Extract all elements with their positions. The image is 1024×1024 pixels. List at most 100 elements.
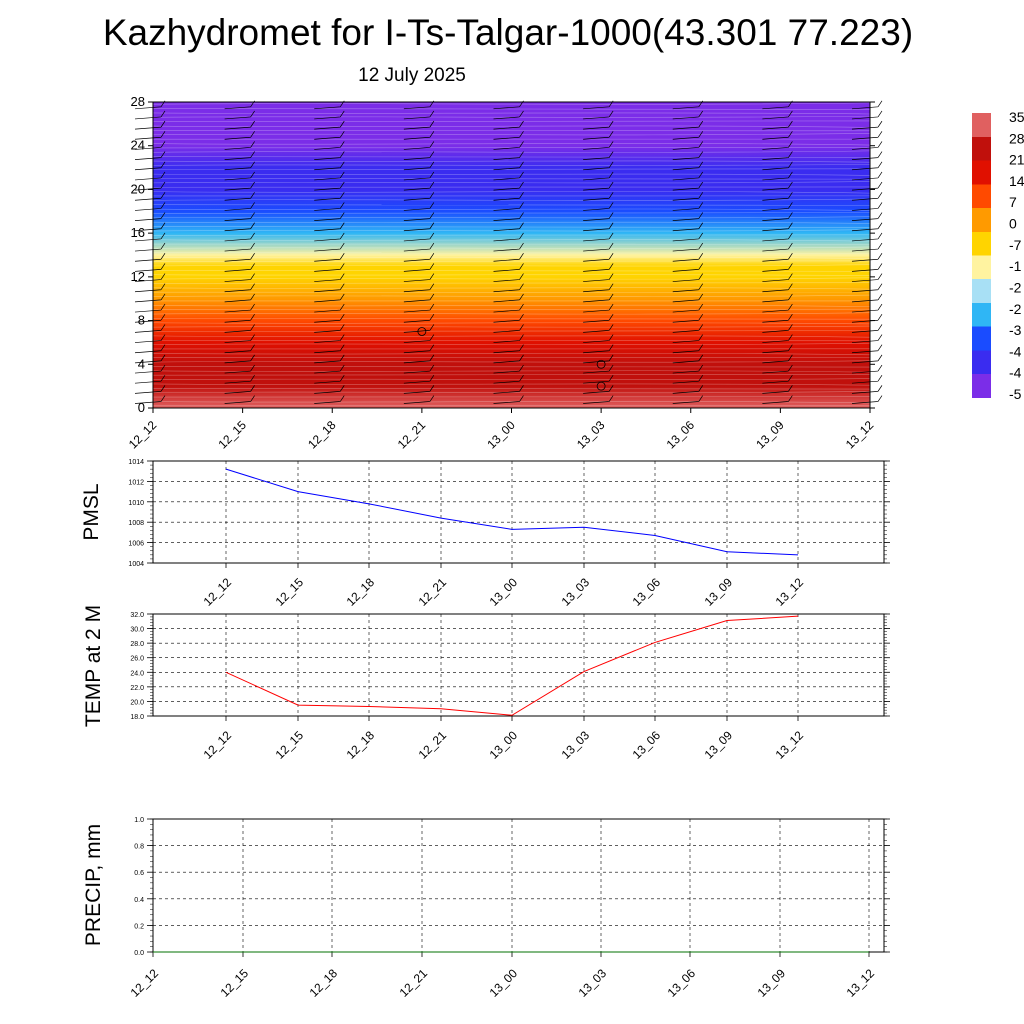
wind-barb: [583, 222, 614, 232]
y-tick-label: 28: [131, 94, 145, 109]
colorbar-label: -4: [1009, 343, 1022, 359]
heatmap-field: [153, 102, 870, 408]
wind-barb: [134, 192, 166, 201]
y-axis-label: TEMP at 2 M: [82, 605, 105, 727]
wind-barb: [851, 273, 883, 282]
wind-barb: [672, 202, 704, 211]
x-tick-label: 13_12: [773, 728, 807, 762]
contour-line: [152, 370, 871, 373]
wind-barb: [672, 303, 704, 313]
x-tick-label: 12_21: [416, 728, 450, 762]
colorbar-label: -4: [1009, 365, 1022, 381]
wind-barb: [403, 314, 435, 323]
x-tick-label: 12_12: [128, 966, 162, 1000]
wind-barb: [493, 192, 524, 201]
wind-barb: [314, 141, 345, 150]
contour-line: [152, 112, 871, 115]
x-tick-label: 13_06: [630, 728, 664, 762]
wind-barb: [134, 110, 166, 120]
wind-barb: [314, 303, 345, 313]
y-axis-label: PMSL: [80, 483, 103, 540]
y-tick-label: 1010: [128, 500, 144, 507]
wind-barb: [493, 171, 524, 181]
wind-barb: [493, 253, 524, 262]
wind-barb: [493, 314, 524, 323]
wind-barb: [134, 385, 166, 394]
y-tick-label: 26.0: [130, 656, 144, 663]
wind-barb: [583, 110, 614, 120]
wind-barb: [851, 293, 883, 303]
wind-barb: [493, 273, 524, 282]
wind-barb: [851, 395, 883, 404]
wind-barb: [314, 192, 345, 201]
wind-barb: [851, 131, 883, 140]
wind-barb: [851, 171, 883, 181]
wind-barb: [314, 334, 345, 343]
wind-barb: [134, 242, 166, 252]
wind-barb: [851, 324, 883, 333]
wind-barb: [672, 354, 704, 364]
wind-barb: [762, 192, 793, 201]
wind-barb: [672, 253, 704, 262]
wind-barb: [762, 151, 793, 160]
wind-barb: [583, 385, 614, 394]
wind-barb: [583, 171, 614, 181]
wind-barb: [224, 141, 255, 150]
wind-barb: [224, 151, 255, 160]
x-tick-label: 13_12: [844, 966, 878, 1000]
contour-line: [152, 277, 871, 280]
wind-barb: [851, 151, 883, 160]
pmsl-panel: 1004 1006 1008 1010 1012 1014 12_12 12_15 12_18 1…: [80, 459, 890, 609]
contour-line: [152, 312, 871, 315]
wind-barb: [134, 161, 166, 171]
wind-barb: [314, 171, 345, 181]
wind-barb: [493, 202, 524, 211]
wind-barb: [314, 161, 345, 171]
y-tick-label: 1008: [128, 520, 144, 527]
wind-barb: [493, 364, 524, 374]
wind-barb: [672, 181, 704, 191]
wind-barb: [851, 375, 883, 384]
wind-barb: [403, 273, 435, 282]
contour-line: [152, 133, 871, 136]
wind-barb: [314, 344, 345, 354]
wind-barb: [314, 283, 345, 293]
x-tick-label: 13_06: [630, 575, 664, 609]
wind-barb: [762, 344, 793, 354]
wind-barb: [224, 273, 255, 282]
wind-barb: [224, 131, 255, 140]
colorbar: 35 28 21 14 7 0 -7 -1 -2 -2 -3 -4 -4 -5: [972, 109, 1024, 402]
colorbar-label: -1: [1009, 258, 1022, 274]
contour-line: [152, 125, 871, 128]
wind-barb: [403, 120, 435, 130]
y-tick-label: 20: [131, 181, 145, 196]
contour-line: [152, 378, 871, 380]
wind-barb: [493, 303, 524, 313]
wind-barb: [134, 131, 166, 140]
wind-barb: [314, 202, 345, 211]
wind-barb: [134, 283, 166, 293]
wind-barb: [851, 100, 883, 110]
wind-barb: [851, 202, 883, 211]
wind-barb: [314, 263, 345, 272]
wind-barb: [314, 120, 345, 130]
wind-barb: [851, 303, 883, 313]
contour-line: [152, 246, 871, 249]
x-tick-label: 13_00: [487, 575, 521, 609]
y-tick-label: 8: [138, 313, 145, 328]
contour-line: [152, 256, 871, 259]
wind-barb: [851, 192, 883, 201]
wind-barb: [672, 324, 704, 333]
wind-barb: [493, 212, 524, 221]
wind-barb: [314, 364, 345, 374]
wind-barb: [762, 242, 793, 252]
plot-frame: [152, 460, 885, 564]
wind-barb: [583, 181, 614, 191]
wind-barb: [224, 395, 255, 404]
wind-barb: [224, 385, 255, 394]
wind-barb: [403, 303, 435, 313]
wind-barb: [224, 171, 255, 181]
wind-barb: [583, 202, 614, 211]
wind-barb: [224, 314, 255, 323]
